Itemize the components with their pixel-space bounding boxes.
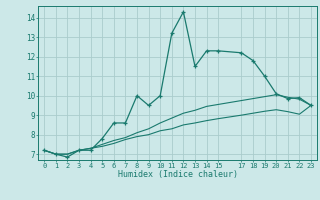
X-axis label: Humidex (Indice chaleur): Humidex (Indice chaleur) bbox=[118, 170, 238, 179]
